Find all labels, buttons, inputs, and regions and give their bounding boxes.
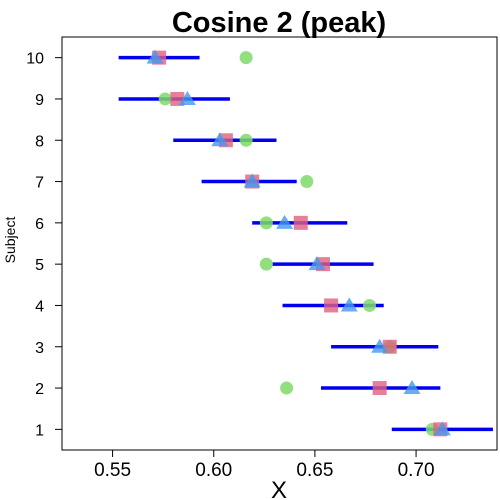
triangle-marker (403, 380, 421, 395)
triangle-marker (178, 90, 196, 105)
markers (146, 49, 451, 437)
chart-title: Cosine 2 (peak) (172, 7, 386, 39)
x-tick-label: 0.60 (195, 460, 232, 481)
y-tick-label: 7 (35, 175, 44, 192)
y-tick-label: 10 (26, 51, 44, 68)
x-tick-label: 0.70 (398, 460, 435, 481)
square-marker (293, 215, 308, 230)
triangle-marker (308, 256, 326, 271)
plot-frame (61, 36, 498, 451)
y-tick-label: 3 (35, 340, 44, 357)
circle-marker (239, 133, 253, 147)
circle-marker (259, 257, 273, 271)
x-tick-label: 0.65 (296, 460, 333, 481)
y-axis-label: Subject (2, 217, 18, 264)
square-marker (372, 381, 387, 396)
triangle-marker (433, 421, 451, 436)
y-tick-label: 9 (35, 92, 44, 109)
circle-marker (300, 175, 314, 189)
x-tick-label: 0.55 (94, 460, 131, 481)
triangle-marker (276, 214, 294, 229)
y-tick-label: 6 (35, 216, 44, 233)
triangle-marker (243, 173, 261, 188)
triangle-marker (340, 297, 358, 312)
interval-lines (118, 55, 493, 432)
x-axis-label: X (271, 477, 287, 500)
circle-marker (158, 92, 172, 106)
triangle-marker (371, 338, 389, 353)
circle-marker (363, 298, 377, 312)
y-tick-label: 1 (35, 422, 44, 439)
x-axis: 0.55 0.60 0.65 0.70 (94, 450, 435, 481)
triangle-marker (146, 49, 164, 64)
y-tick-label: 5 (35, 257, 44, 274)
y-axis: 1 2 3 4 5 6 7 8 9 10 (26, 51, 62, 439)
y-tick-label: 8 (35, 133, 44, 150)
circle-marker (259, 216, 273, 230)
y-tick-label: 2 (35, 381, 44, 398)
triangle-marker (211, 132, 229, 147)
square-marker (324, 298, 339, 313)
circle-marker (280, 381, 294, 395)
circle-marker (239, 51, 253, 65)
y-tick-label: 4 (35, 298, 44, 315)
